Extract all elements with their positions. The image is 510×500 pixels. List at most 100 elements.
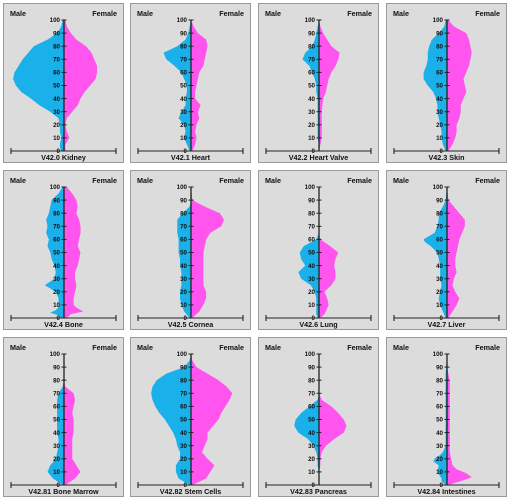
y-tick-label: 20	[308, 289, 315, 296]
y-tick-label: 90	[53, 364, 60, 371]
female-label: Female	[219, 343, 244, 352]
panel-svg: 0 10 20 30 40 50 60 70 80 90 100 Male Female V42.82 S…	[130, 337, 251, 497]
y-tick-label: 30	[308, 276, 315, 283]
y-tick-label: 80	[53, 43, 60, 50]
y-tick-label: 70	[53, 391, 60, 398]
y-tick-label: 80	[436, 43, 443, 50]
y-tick-label: 70	[308, 391, 315, 398]
y-tick-label: 40	[53, 430, 60, 437]
male-label: Male	[10, 9, 26, 18]
y-tick-label: 100	[305, 184, 316, 191]
y-tick-label: 10	[180, 135, 187, 142]
panel-title: V42.81 Bone Marrow	[28, 487, 99, 496]
y-tick-label: 40	[53, 96, 60, 103]
y-tick-label: 100	[433, 17, 444, 24]
panel-svg: 0 10 20 30 40 50 60 70 80 90 100 Male Female V42.7 Li…	[386, 170, 507, 330]
panel-v42-3-skin: 0 10 20 30 40 50 60 70 80 90 100 Male Female V42.3 Sk…	[386, 3, 507, 163]
y-tick-label: 30	[436, 276, 443, 283]
male-label: Male	[10, 176, 26, 185]
y-tick-label: 40	[180, 96, 187, 103]
y-tick-label: 0	[312, 482, 316, 489]
y-tick-label: 20	[53, 122, 60, 129]
y-tick-label: 60	[308, 237, 315, 244]
y-tick-label: 30	[180, 109, 187, 116]
y-tick-label: 50	[436, 417, 443, 424]
y-tick-label: 80	[308, 43, 315, 50]
y-tick-label: 50	[436, 250, 443, 257]
panel-svg: 0 10 20 30 40 50 60 70 80 90 100 Male Female V42.2 He…	[258, 3, 379, 163]
y-tick-label: 50	[180, 250, 187, 257]
y-tick-label: 0	[184, 148, 188, 155]
male-label: Male	[265, 176, 281, 185]
female-label: Female	[92, 9, 117, 18]
y-tick-label: 80	[436, 377, 443, 384]
y-tick-label: 40	[53, 263, 60, 270]
y-tick-label: 50	[53, 250, 60, 257]
y-tick-label: 30	[180, 443, 187, 450]
y-tick-label: 100	[305, 351, 316, 358]
y-tick-label: 70	[53, 57, 60, 64]
panel-v42-84-intestines: 0 10 20 30 40 50 60 70 80 90 100 Male Female V42.84 I…	[386, 337, 507, 497]
y-tick-label: 50	[308, 417, 315, 424]
y-tick-label: 100	[177, 351, 188, 358]
male-area	[302, 20, 319, 151]
y-tick-label: 30	[53, 276, 60, 283]
male-label: Male	[137, 176, 153, 185]
panel-title: V42.6 Lung	[299, 320, 337, 329]
y-tick-label: 0	[184, 315, 188, 322]
y-tick-label: 10	[436, 302, 443, 309]
y-tick-label: 70	[308, 224, 315, 231]
male-label: Male	[393, 176, 409, 185]
y-tick-label: 0	[312, 315, 316, 322]
y-tick-label: 30	[53, 109, 60, 116]
y-tick-label: 60	[436, 237, 443, 244]
y-tick-label: 30	[436, 443, 443, 450]
y-tick-label: 20	[436, 289, 443, 296]
y-tick-label: 60	[308, 404, 315, 411]
panel-svg: 0 10 20 30 40 50 60 70 80 90 100 Male Female V42.1 He…	[130, 3, 251, 163]
y-tick-label: 10	[436, 469, 443, 476]
female-area	[64, 354, 81, 485]
y-tick-label: 40	[180, 263, 187, 270]
y-tick-label: 70	[180, 391, 187, 398]
panel-svg: 0 10 20 30 40 50 60 70 80 90 100 Male Female V42.6 Lu…	[258, 170, 379, 330]
male-area	[298, 187, 319, 318]
panel-title: V42.84 Intestines	[417, 487, 475, 496]
female-label: Female	[219, 176, 244, 185]
y-tick-label: 10	[180, 302, 187, 309]
panel-title: V42.2 Heart Valve	[289, 153, 349, 162]
female-label: Female	[92, 176, 117, 185]
male-area	[151, 354, 191, 485]
female-area	[319, 20, 340, 151]
y-tick-label: 100	[50, 184, 61, 191]
female-area	[191, 20, 208, 151]
y-tick-label: 10	[53, 302, 60, 309]
y-tick-label: 90	[308, 197, 315, 204]
y-tick-label: 50	[180, 417, 187, 424]
y-tick-label: 70	[180, 224, 187, 231]
panel-v42-4-bone: 0 10 20 30 40 50 60 70 80 90 100 Male Female V42.4 Bo…	[3, 170, 124, 330]
y-tick-label: 30	[308, 443, 315, 450]
y-tick-label: 0	[312, 148, 316, 155]
female-label: Female	[475, 343, 500, 352]
y-tick-label: 80	[436, 210, 443, 217]
panel-title: V42.82 Stem Cells	[160, 487, 222, 496]
y-tick-label: 100	[177, 184, 188, 191]
male-label: Male	[137, 9, 153, 18]
y-tick-label: 50	[436, 83, 443, 90]
y-tick-label: 40	[308, 96, 315, 103]
male-area	[433, 354, 447, 485]
y-tick-label: 20	[308, 122, 315, 129]
female-area	[447, 187, 465, 318]
y-tick-label: 60	[53, 70, 60, 77]
y-tick-label: 90	[53, 197, 60, 204]
y-tick-label: 0	[57, 315, 61, 322]
y-tick-label: 10	[308, 469, 315, 476]
y-tick-label: 100	[433, 351, 444, 358]
y-tick-label: 70	[436, 224, 443, 231]
y-tick-label: 80	[180, 210, 187, 217]
y-tick-label: 10	[436, 135, 443, 142]
panel-title: V42.83 Pancreas	[290, 487, 347, 496]
y-tick-label: 20	[436, 122, 443, 129]
panel-v42-5-cornea: 0 10 20 30 40 50 60 70 80 90 100 Male Female V42.5 Co…	[130, 170, 251, 330]
